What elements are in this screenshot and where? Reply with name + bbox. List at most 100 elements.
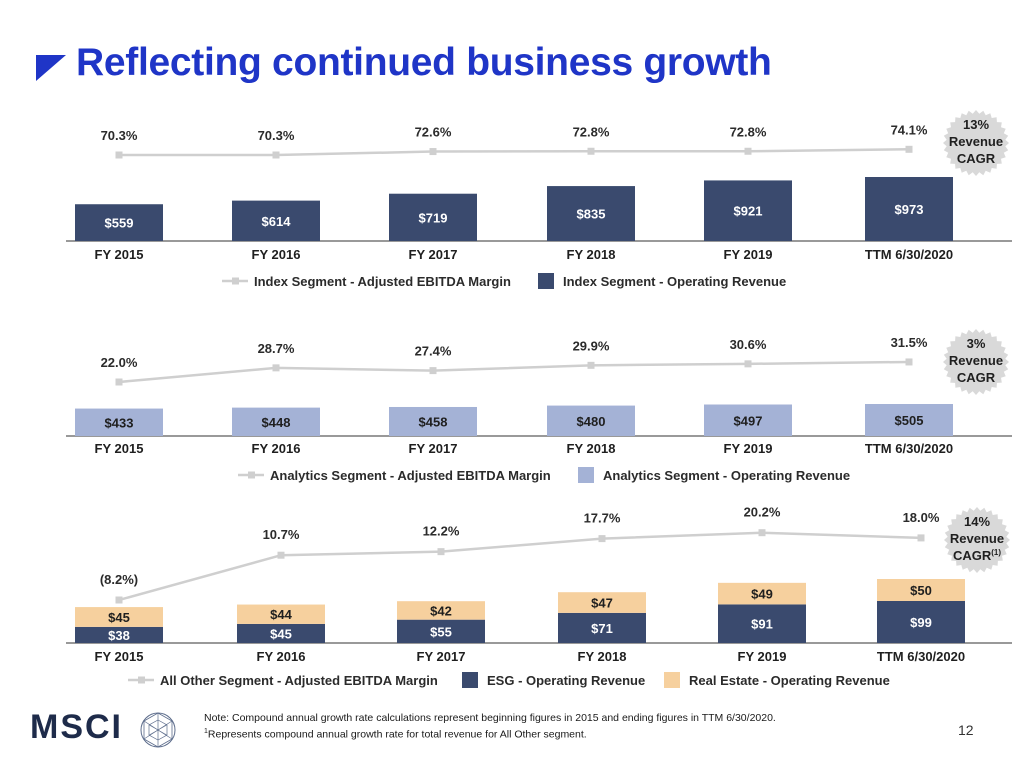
legend-label: Analytics Segment - Adjusted EBITDA Marg… — [270, 468, 551, 483]
bar — [558, 612, 646, 643]
bar — [547, 405, 635, 436]
category-label: FY 2016 — [257, 649, 306, 664]
margin-value-label: 72.8% — [730, 124, 767, 139]
bar — [397, 619, 485, 643]
category-label: FY 2019 — [738, 649, 787, 664]
category-label: FY 2019 — [724, 247, 773, 262]
legend-line-point — [232, 277, 239, 285]
bar — [704, 404, 792, 436]
globe-logo-icon — [140, 712, 176, 748]
margin-value-label: 18.0% — [903, 510, 940, 525]
margin-value-label: 74.1% — [891, 122, 928, 137]
margin-value-label: 70.3% — [101, 128, 138, 143]
cagr-badge-cagr-text: CAGR — [953, 548, 992, 563]
bar-value-label: $921 — [734, 204, 763, 219]
legend-line-point — [138, 676, 145, 684]
margin-point — [115, 596, 123, 604]
stacked-bar — [877, 579, 965, 601]
stacked-bar-value-label: $49 — [751, 587, 773, 602]
margin-point — [917, 534, 925, 542]
category-label: FY 2015 — [95, 247, 144, 262]
margin-point — [758, 529, 766, 537]
legend-swatch — [578, 467, 594, 483]
margin-point — [744, 360, 752, 368]
bar — [877, 601, 965, 643]
bar — [75, 626, 163, 643]
bar-value-label: $71 — [591, 621, 613, 636]
cagr-badge-seal — [943, 329, 1009, 395]
footnote-line-2-text: Represents compound annual growth rate f… — [207, 728, 587, 741]
footnote: Note: Compound annual growth rate calcul… — [204, 712, 776, 742]
legend-label: Real Estate - Operating Revenue — [689, 673, 890, 688]
cagr-badge-cagr: CAGR(1) — [953, 548, 1001, 563]
margin-value-label: 29.9% — [573, 338, 610, 353]
bar-value-label: $480 — [577, 414, 606, 429]
bar — [389, 193, 477, 241]
margin-point — [429, 148, 437, 156]
category-label: FY 2015 — [95, 649, 144, 664]
bar-value-label: $458 — [419, 414, 448, 429]
margin-line — [118, 360, 910, 384]
stacked-bar — [397, 601, 485, 620]
cagr-badge-revenue: Revenue — [949, 353, 1003, 368]
cagr-badge: 14% Revenue CAGR(1) — [944, 507, 1010, 573]
title-triangle-icon — [36, 55, 66, 81]
page-number: 12 — [958, 722, 974, 738]
stacked-bar — [558, 592, 646, 613]
legend-swatch — [538, 273, 554, 289]
margin-value-label: 27.4% — [415, 344, 452, 359]
cagr-badge-seal — [944, 507, 1010, 573]
legend-swatch — [462, 672, 478, 688]
margin-value-label: 20.2% — [744, 505, 781, 520]
chart-panel-1: $559 FY 2015 $614 FY 2016 $719 FY 2017 $835 FY … — [66, 110, 1012, 289]
cagr-badge-seal — [943, 110, 1009, 176]
bar-value-label: $497 — [734, 413, 763, 428]
category-label: TTM 6/30/2020 — [865, 247, 953, 262]
bar — [865, 404, 953, 436]
chart-panel-3: $38 $45 FY 2015 $45 $44 FY 2016 $55 $42 FY 2017 $… — [66, 505, 1012, 688]
margin-value-label: 17.7% — [584, 511, 621, 526]
category-label: FY 2016 — [252, 441, 301, 456]
margin-value-label: 72.6% — [415, 125, 452, 140]
stacked-bar — [75, 607, 163, 627]
margin-line — [119, 148, 910, 157]
bar-value-label: $55 — [430, 624, 452, 639]
category-label: FY 2015 — [95, 441, 144, 456]
bar-value-label: $91 — [751, 617, 773, 632]
margin-point — [598, 535, 606, 543]
bar — [865, 177, 953, 241]
bar — [547, 186, 635, 241]
cagr-badge-cagr: CAGR — [957, 151, 996, 166]
margin-value-label: (8.2%) — [100, 572, 138, 587]
margin-point — [437, 548, 445, 556]
bar — [718, 604, 806, 643]
category-label: FY 2018 — [567, 441, 616, 456]
bar — [389, 406, 477, 436]
cagr-badge-percent: 14% — [964, 514, 990, 529]
bar-value-label: $719 — [419, 210, 448, 225]
margin-point — [272, 364, 280, 372]
legend-label: Index Segment - Adjusted EBITDA Margin — [254, 274, 511, 289]
stacked-bar-value-label: $47 — [591, 596, 613, 611]
category-label: FY 2019 — [724, 441, 773, 456]
msci-logo: MSCI — [30, 708, 123, 746]
bar — [232, 200, 320, 241]
cagr-badge: 3% Revenue CAGR — [943, 329, 1009, 395]
margin-value-label: 30.6% — [730, 337, 767, 352]
bar-value-label: $45 — [270, 626, 292, 641]
bar — [75, 408, 163, 436]
bar-value-label: $505 — [895, 413, 924, 428]
chart-panel-2: $433 FY 2015 $448 FY 2016 $458 FY 2017 $480 FY … — [66, 329, 1012, 483]
margin-value-label: 10.7% — [263, 527, 300, 542]
margin-point — [115, 151, 123, 159]
bar-value-label: $835 — [577, 207, 606, 222]
margin-point — [905, 358, 913, 366]
stacked-bar-value-label: $50 — [910, 583, 932, 598]
margin-value-label: 72.8% — [573, 124, 610, 139]
cagr-badge-revenue: Revenue — [950, 531, 1004, 546]
category-label: FY 2018 — [578, 649, 627, 664]
category-label: FY 2017 — [409, 441, 458, 456]
legend-label: Analytics Segment - Operating Revenue — [603, 468, 850, 483]
bar — [237, 623, 325, 643]
margin-point — [272, 151, 280, 159]
